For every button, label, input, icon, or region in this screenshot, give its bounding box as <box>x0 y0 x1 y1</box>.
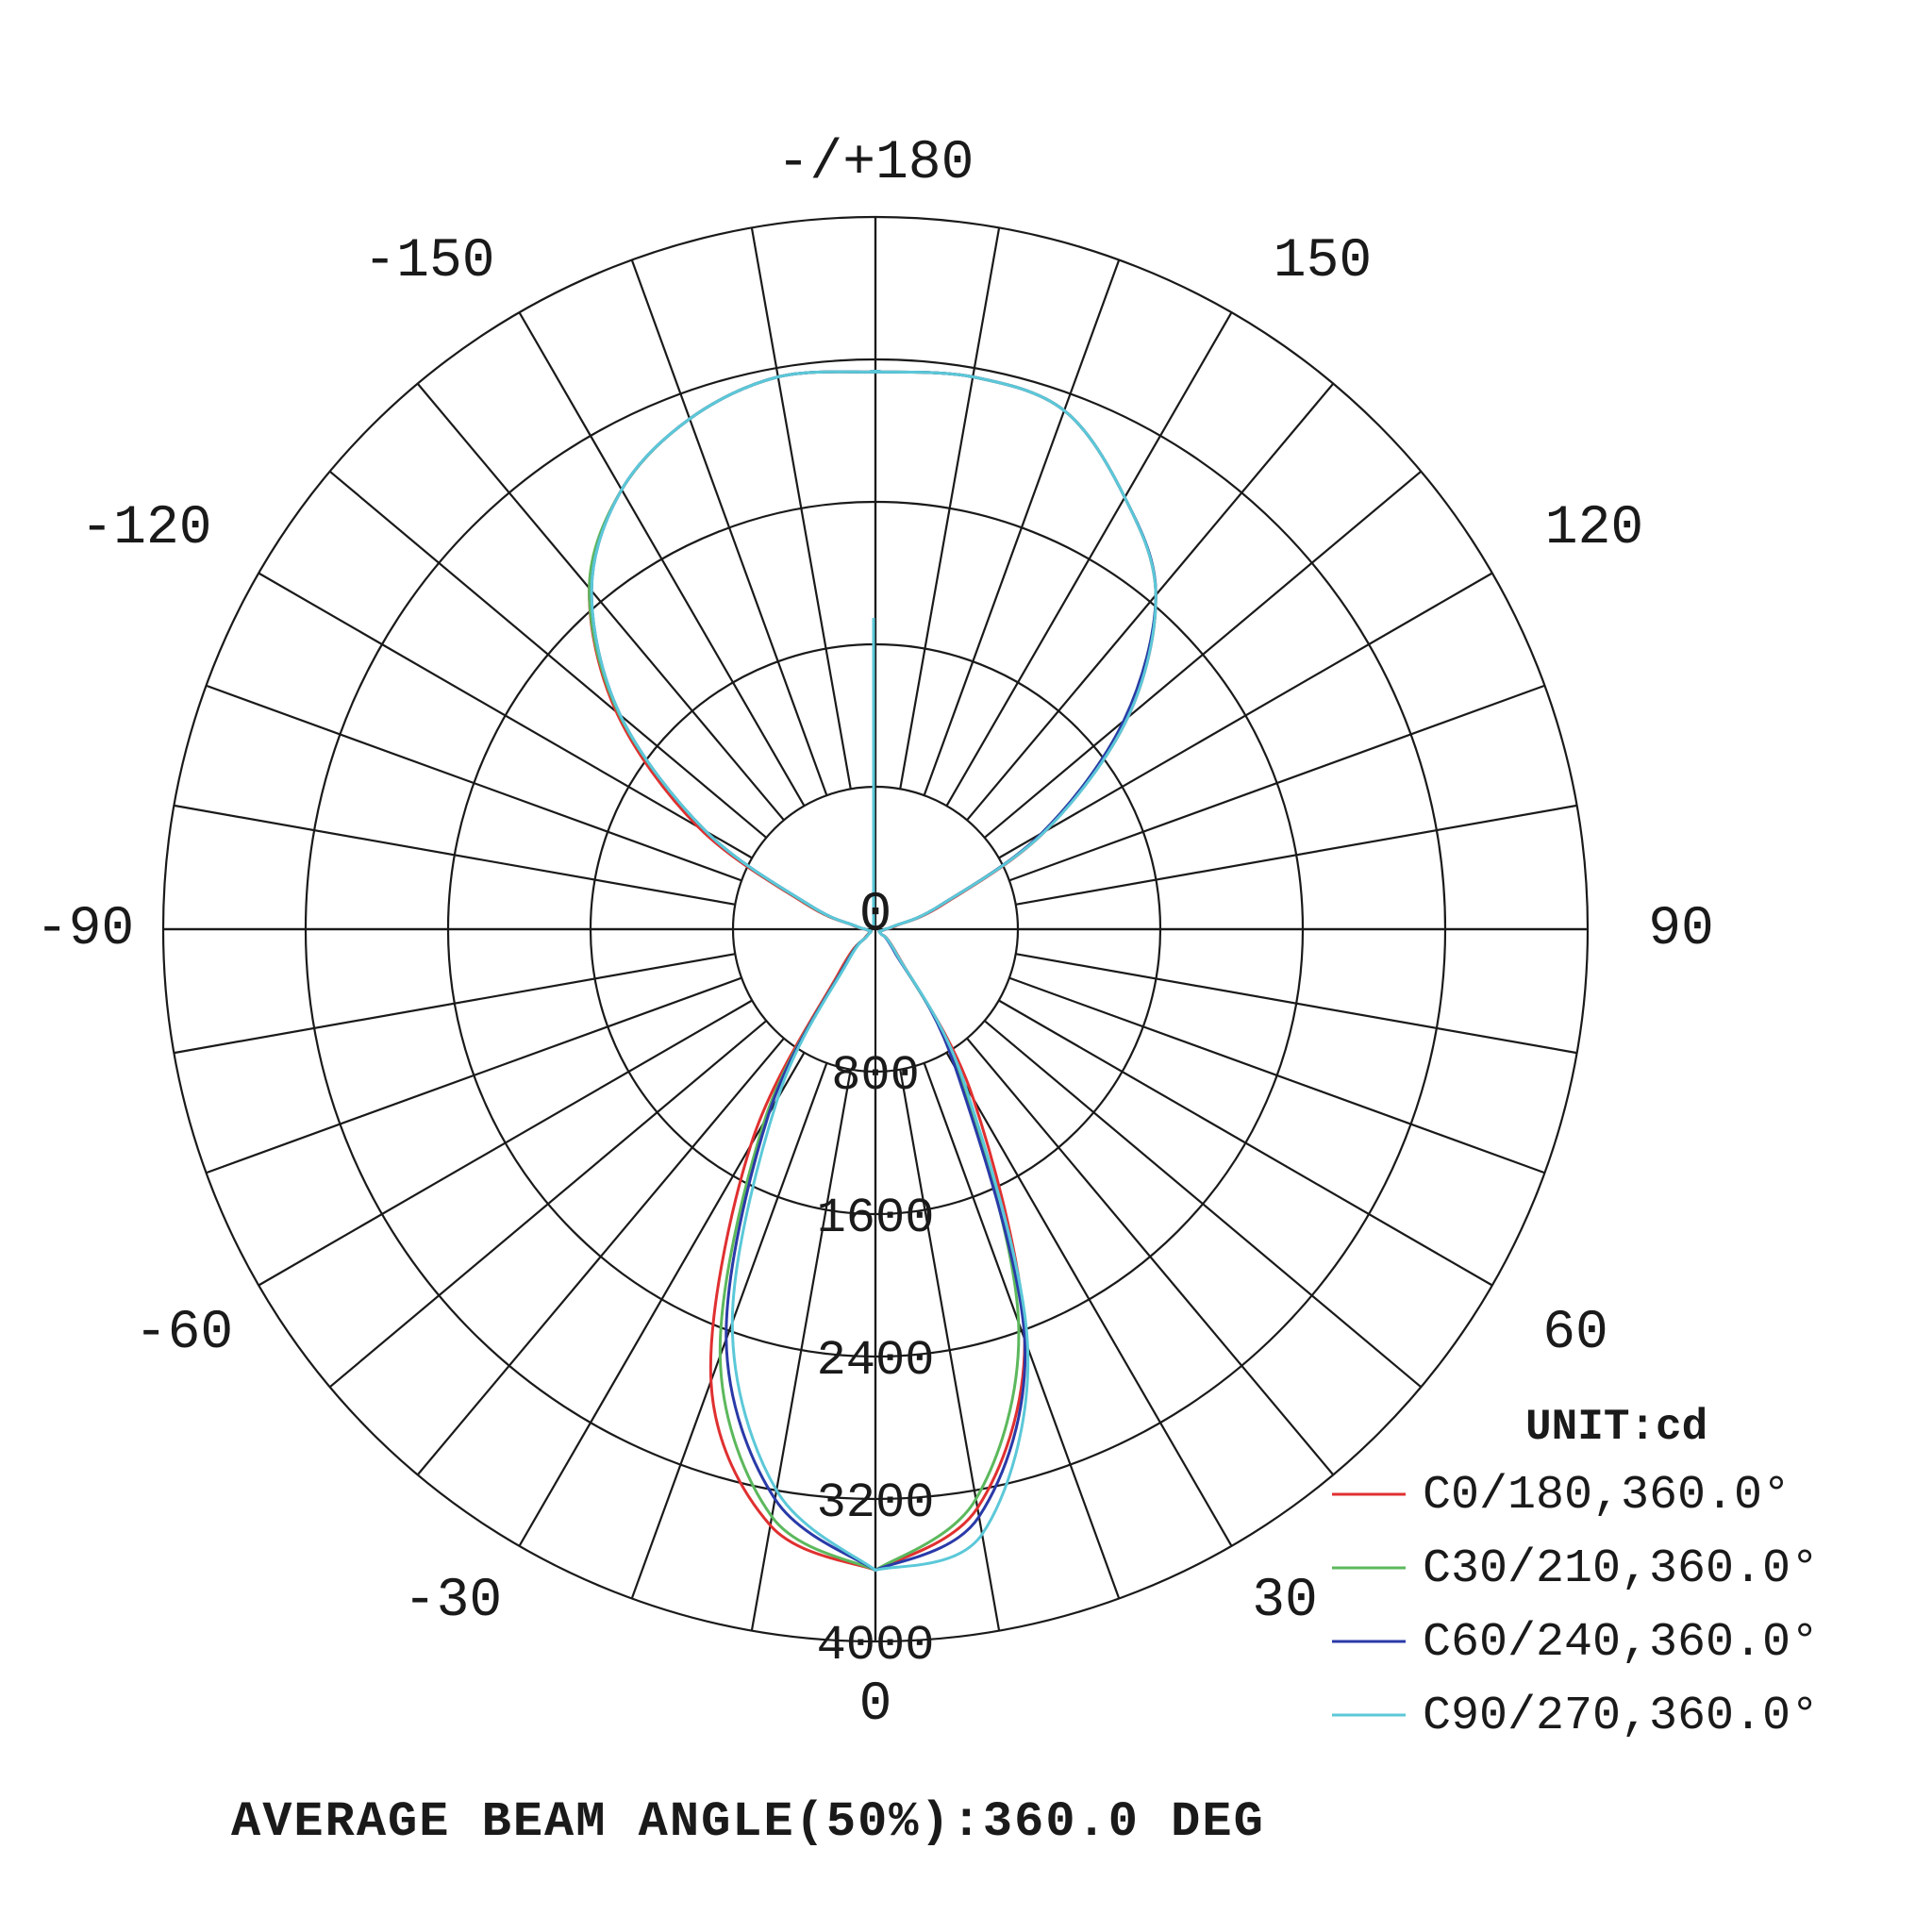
angle-label-150: 150 <box>1274 231 1372 292</box>
legend-label-3: C90/270,360.0° <box>1423 1690 1819 1743</box>
angle-label-30: 30 <box>1252 1571 1318 1632</box>
grid-spoke <box>518 1052 806 1547</box>
grid-spoke <box>983 470 1423 839</box>
angle-label-neg90: -90 <box>36 899 134 960</box>
grid-spoke <box>416 1037 785 1476</box>
grid-spoke <box>630 259 828 796</box>
angle-label-neg60: -60 <box>135 1303 233 1364</box>
ring-label-3200: 3200 <box>817 1475 935 1531</box>
center-zero-label: 0 <box>859 885 892 946</box>
grid-spoke <box>983 1020 1423 1389</box>
grid-spoke <box>945 1052 1233 1547</box>
grid-spoke <box>1008 684 1545 882</box>
beam-angle-footer: AVERAGE BEAM ANGLE(50%):360.0 DEG <box>231 1794 1265 1850</box>
ring-labels: 800 1600 2400 3200 4000 <box>817 1048 935 1674</box>
grid-spoke <box>923 1062 1121 1599</box>
grid-spoke <box>966 1037 1335 1476</box>
legend: C0/180,360.0° C30/210,360.0° C60/240,360.0… <box>1332 1469 1819 1743</box>
ring-label-4000: 4000 <box>817 1618 935 1674</box>
ring-label-800: 800 <box>831 1048 920 1104</box>
grid-spoke <box>1015 953 1577 1055</box>
grid-spoke <box>174 804 736 906</box>
curve-series-3 <box>590 370 1158 1573</box>
grid-spoke <box>1008 976 1545 1174</box>
ring-label-1600: 1600 <box>817 1191 935 1246</box>
polar-grid <box>161 215 1590 1643</box>
grid-spoke <box>998 999 1493 1287</box>
intensity-curves <box>588 370 1158 1573</box>
unit-label: UNIT:cd <box>1525 1403 1707 1452</box>
legend-label-0: C0/180,360.0° <box>1423 1469 1790 1523</box>
grid-spoke <box>923 259 1121 796</box>
angle-label-120: 120 <box>1545 498 1643 559</box>
bottom-zero-label: 0 <box>859 1674 892 1736</box>
grid-spoke <box>258 572 753 859</box>
grid-spoke <box>416 382 785 822</box>
grid-spoke <box>630 1062 828 1599</box>
angle-label-neg30: -30 <box>404 1571 502 1632</box>
grid-spoke <box>945 311 1233 807</box>
ring-label-2400: 2400 <box>817 1333 935 1389</box>
legend-label-2: C60/240,360.0° <box>1423 1616 1819 1670</box>
grid-spoke <box>899 1069 1001 1631</box>
angle-label-neg120: -120 <box>80 498 211 559</box>
legend-label-1: C30/210,360.0° <box>1423 1542 1819 1596</box>
grid-spoke <box>174 953 736 1055</box>
angle-label-180: -/+180 <box>777 133 974 194</box>
grid-spoke <box>328 470 768 839</box>
grid-spoke <box>206 684 742 882</box>
grid-spoke <box>518 311 806 807</box>
grid-spoke <box>966 382 1335 822</box>
angle-labels: -/+180 -150 150 -120 120 -90 90 -60 60 -30 30 <box>36 133 1714 1632</box>
grid-spoke <box>1015 804 1577 906</box>
grid-spoke <box>328 1020 768 1389</box>
angle-label-90: 90 <box>1648 899 1714 960</box>
grid-spoke <box>750 1069 852 1631</box>
angle-label-60: 60 <box>1542 1303 1608 1364</box>
grid-spoke <box>206 976 742 1174</box>
angle-label-neg150: -150 <box>363 231 494 292</box>
grid-spoke <box>899 227 1001 790</box>
grid-spoke <box>998 572 1493 859</box>
grid-spoke <box>750 227 852 790</box>
grid-spoke <box>258 999 753 1287</box>
